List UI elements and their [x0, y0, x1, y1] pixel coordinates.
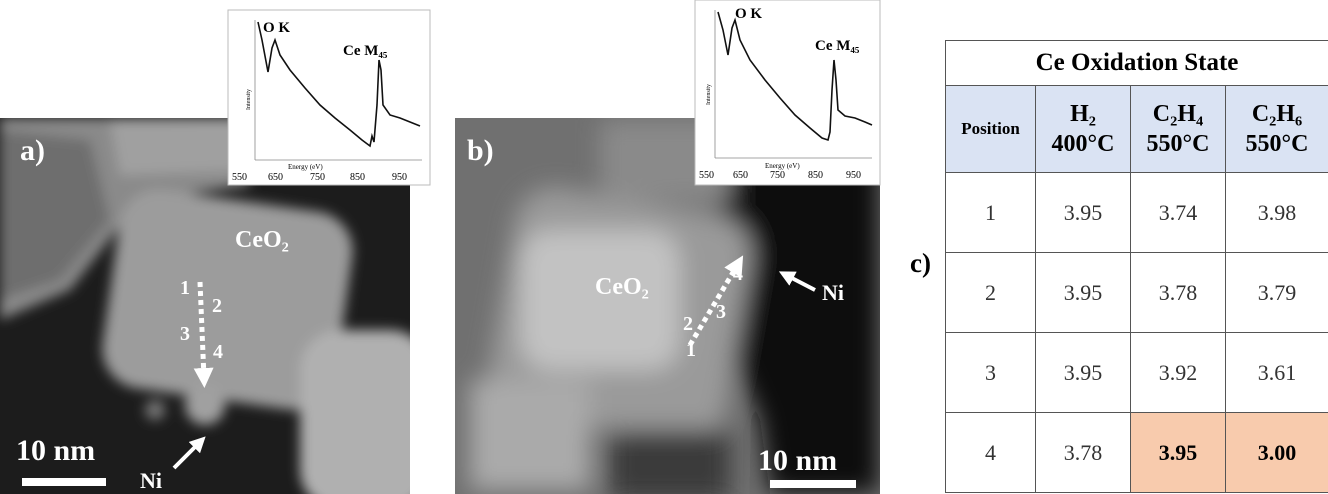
table-cell: 1: [946, 173, 1036, 253]
table-cell: 3.95: [1036, 333, 1131, 413]
x-tick-label: 950: [846, 170, 861, 181]
header-temperature: 400°C: [1036, 129, 1130, 159]
point-label: 3: [180, 323, 190, 345]
scale-bar: [22, 478, 106, 486]
x-tick-label: 850: [808, 170, 823, 181]
scale-bar: [770, 480, 856, 488]
point-label: 1: [686, 339, 696, 361]
table-cell: 3.95: [1036, 173, 1131, 253]
x-tick-label: 650: [268, 172, 283, 183]
point-label: 1: [180, 277, 190, 299]
x-tick-label: 750: [310, 172, 325, 183]
table-title: Ce Oxidation State: [946, 41, 1328, 86]
panel-label: c): [910, 248, 931, 279]
panel-label: b): [467, 134, 494, 167]
point-label: 3: [716, 301, 726, 323]
inset-b: O K Ce M₄₅ Intensity Energy (eV) 550 650…: [695, 0, 880, 185]
column-header: Position: [946, 86, 1036, 173]
peak-label: O K: [263, 20, 290, 36]
x-tick-label: 950: [392, 172, 407, 183]
table-cell: 4: [946, 413, 1036, 493]
inset-a: O K Ce M₄₅ Intensity Energy (eV) 550 650…: [228, 10, 430, 185]
x-axis-label: Energy (eV): [765, 162, 800, 170]
scale-label: 10 nm: [16, 434, 95, 467]
y-axis-label: Intensity: [706, 84, 712, 105]
table-cell: 3: [946, 333, 1036, 413]
table-cell: 3.78: [1131, 253, 1226, 333]
peak-label: Ce M₄₅: [815, 38, 860, 54]
point-label: 2: [212, 295, 222, 317]
table-cell: 3.95: [1036, 253, 1131, 333]
point-label: 2: [683, 313, 693, 335]
table-cell: 3.78: [1036, 413, 1131, 493]
point-label: 4: [213, 341, 223, 363]
header-name: C₂H₄: [1131, 99, 1225, 129]
scale-label: 10 nm: [758, 444, 837, 477]
panel-label: a): [20, 134, 45, 167]
micrographs: a) CeO₂ 1 2 3 4 10 nm Ni O K Ce M₄₅ Inte…: [0, 0, 900, 494]
table-cell: 3.00: [1226, 413, 1328, 493]
table-cell: 3.61: [1226, 333, 1328, 413]
table-cell: 3.98: [1226, 173, 1328, 253]
table-cell: 3.95: [1131, 413, 1226, 493]
metal-label: Ni: [140, 468, 162, 493]
header-name: Position: [946, 118, 1035, 139]
header-temperature: 550°C: [1226, 129, 1328, 159]
header-name: H₂: [1036, 99, 1130, 129]
point-label: 4: [733, 263, 743, 285]
particle-label: CeO₂: [235, 227, 289, 253]
metal-label: Ni: [822, 280, 844, 305]
y-axis-label: Intensity: [246, 89, 252, 110]
particle-label: CeO₂: [595, 274, 649, 300]
page: a) CeO₂ 1 2 3 4 10 nm Ni O K Ce M₄₅ Inte…: [0, 0, 1328, 494]
x-tick-label: 650: [733, 170, 748, 181]
x-tick-label: 850: [350, 172, 365, 183]
peak-label: Ce M₄₅: [343, 43, 388, 59]
x-tick-label: 550: [699, 170, 714, 181]
header-temperature: 550°C: [1131, 129, 1225, 159]
table-cell: 3.92: [1131, 333, 1226, 413]
x-tick-label: 750: [770, 170, 785, 181]
table-cell: 2: [946, 253, 1036, 333]
x-axis-label: Energy (eV): [288, 163, 323, 171]
peak-label: O K: [735, 6, 762, 22]
x-tick-label: 550: [232, 172, 247, 183]
table-cell: 3.74: [1131, 173, 1226, 253]
table-cell: 3.79: [1226, 253, 1328, 333]
header-name: C₂H₆: [1226, 99, 1328, 129]
